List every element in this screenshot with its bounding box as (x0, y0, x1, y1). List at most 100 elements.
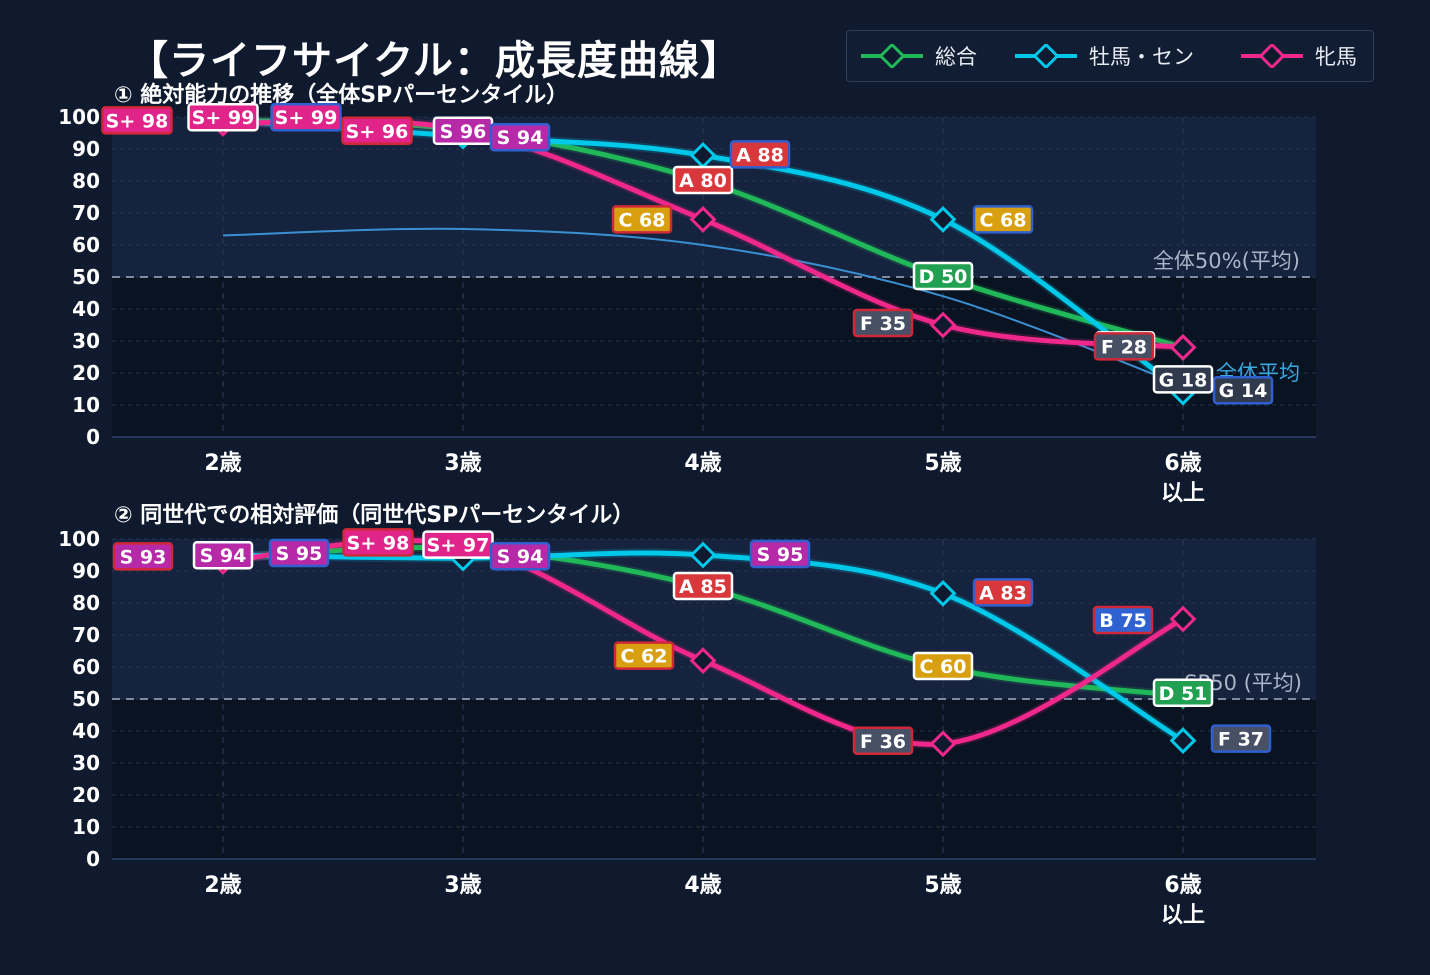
data-label: A 88 (736, 144, 784, 166)
y-tick-label: 60 (72, 233, 100, 257)
data-point-female (689, 205, 717, 233)
y-tick-label: 50 (72, 687, 100, 711)
data-label-box (192, 540, 254, 570)
data-label-box (112, 542, 174, 571)
x-tick-label: 3歳 (444, 873, 481, 898)
data-label: S 93 (120, 546, 167, 568)
data-label: S+ 97 (427, 535, 490, 557)
data-label-box (1152, 365, 1214, 394)
data-label: S 96 (440, 121, 487, 143)
data-label-box (270, 102, 342, 132)
data-label-box (1093, 332, 1155, 361)
y-tick-label: 30 (72, 751, 100, 775)
data-label: C 62 (621, 646, 668, 668)
data-point-female (1169, 605, 1197, 633)
data-label-box (341, 116, 413, 146)
data-label: F 36 (860, 731, 906, 753)
data-label-box (972, 205, 1034, 234)
data-point-male (689, 541, 717, 569)
x-tick-label: 3歳 (444, 451, 481, 476)
legend-line-diamond-icon (1015, 44, 1077, 68)
data-label-box (187, 102, 259, 132)
legend-label-total: 総合 (935, 45, 977, 69)
y-tick-label: 70 (72, 623, 100, 647)
data-label-box (1210, 724, 1272, 753)
legend-label-male: 牡馬・セン (1089, 45, 1194, 69)
chart-panel-1: ① 絶対能力の推移（全体SPパーセンタイル） 0 10 20 30 40 50 60 70 80 9… (58, 82, 1316, 506)
legend-line-diamond-icon (1241, 44, 1303, 68)
data-label: A 85 (679, 576, 727, 598)
data-label-box (972, 578, 1034, 607)
y-tick-label: 100 (58, 527, 100, 551)
x-tick-label: 以上 (1161, 481, 1205, 506)
data-label-box (489, 541, 551, 571)
data-label: D 50 (919, 266, 968, 288)
data-label-box (489, 122, 551, 152)
data-label-box (611, 205, 673, 234)
data-label-box (912, 651, 974, 681)
x-tick-label: 4歳 (684, 451, 721, 476)
y-tick-label: 0 (86, 847, 100, 871)
data-point-female (929, 730, 957, 758)
y-tick-label: 10 (72, 393, 100, 417)
data-label-box (672, 165, 734, 195)
chart-title: ② 同世代での相対評価（同世代SPパーセンタイル） (114, 502, 634, 528)
data-label: F 37 (1218, 729, 1264, 751)
data-label: S 95 (757, 544, 804, 566)
data-point-female (1169, 333, 1197, 361)
x-tick-label: 2歳 (204, 873, 241, 898)
data-label: F 35 (860, 313, 906, 335)
y-tick-label: 90 (72, 559, 100, 583)
x-tick-label: 6歳 (1164, 873, 1201, 898)
legend-line-diamond-icon (861, 44, 923, 68)
data-label: G 14 (1219, 380, 1268, 402)
chart-panel-2: ② 同世代での相対評価（同世代SPパーセンタイル） 0 10 20 30 40 50 60 70… (58, 502, 1316, 928)
data-label: F 28 (1101, 336, 1147, 358)
data-label-box (1092, 605, 1154, 635)
data-label: A 83 (979, 582, 1027, 604)
x-tick-label: 4歳 (684, 873, 721, 898)
data-label: B 75 (1099, 610, 1147, 632)
x-tick-label: 以上 (1161, 903, 1205, 928)
y-tick-label: 40 (72, 719, 100, 743)
data-point-male (1169, 727, 1197, 755)
y-tick-label: 60 (72, 655, 100, 679)
data-label: S+ 96 (346, 121, 409, 143)
data-label-box (852, 308, 914, 338)
data-label: S 94 (497, 546, 544, 568)
data-label: A 80 (679, 170, 727, 192)
y-tick-label: 30 (72, 329, 100, 353)
y-tick-label: 80 (72, 169, 100, 193)
x-tick-label: 5歳 (924, 873, 961, 898)
y-tick-label: 10 (72, 815, 100, 839)
data-label-box (672, 571, 734, 601)
plot-upper-band (112, 117, 1316, 277)
plot-lower-band (112, 699, 1316, 859)
data-point-male (929, 205, 957, 233)
data-label-box (852, 726, 914, 756)
y-tick-label: 40 (72, 297, 100, 321)
data-label-box (729, 140, 791, 169)
data-label-box (749, 539, 811, 569)
data-label: S+ 99 (275, 107, 338, 129)
average-line (222, 227, 1184, 387)
data-label: D 51 (1159, 683, 1208, 705)
data-label: G 18 (1159, 369, 1208, 391)
data-label-box (613, 641, 675, 670)
legend-item-female: 牝馬 (1239, 31, 1357, 81)
data-label-box (101, 106, 173, 135)
data-point-female (689, 647, 717, 675)
data-label-box (1212, 375, 1274, 405)
y-tick-label: 100 (58, 105, 100, 129)
data-label: C 68 (980, 209, 1027, 231)
data-label: S 95 (276, 543, 323, 565)
y-tick-label: 50 (72, 265, 100, 289)
y-tick-label: 0 (86, 425, 100, 449)
data-label-box (1152, 678, 1214, 708)
data-point-male (929, 579, 957, 607)
y-tick-label: 20 (72, 783, 100, 807)
y-tick-label: 80 (72, 591, 100, 615)
data-point-male (689, 141, 717, 169)
legend-item-male: 牡馬・セン (1013, 31, 1194, 81)
